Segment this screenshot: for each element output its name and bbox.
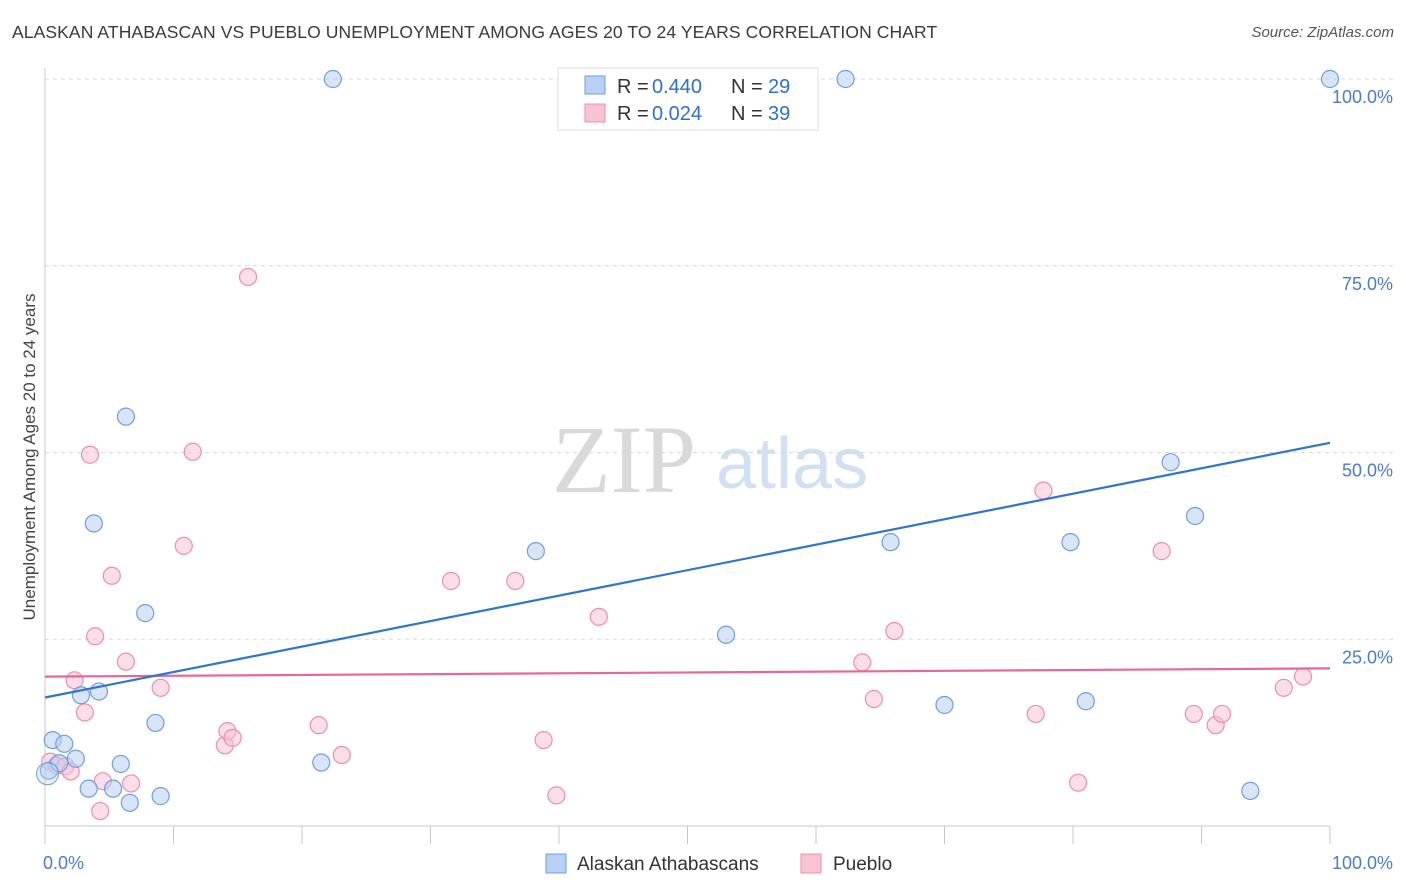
correlation-legend: R = 0.440 N = 29 R = 0.024 N = 39 [557, 67, 819, 131]
watermark-zip: ZIP [552, 406, 696, 513]
athabascan-point [1161, 453, 1180, 472]
pueblo-point [1152, 542, 1171, 561]
pueblo-point [332, 745, 351, 765]
y-tick-label: 50.0% [1342, 461, 1393, 481]
pueblo-point [1026, 704, 1045, 724]
pueblo-point [80, 445, 100, 464]
pueblo-point [1184, 704, 1203, 724]
pueblo-point [223, 728, 242, 747]
bottom-legend-swatch-pink [800, 853, 822, 874]
pueblo-point [885, 621, 904, 641]
athabascan-point [66, 749, 85, 768]
y-tick-label: 25.0% [1342, 647, 1393, 667]
legend-swatch-pink [584, 103, 606, 123]
athabascan-point [526, 542, 545, 561]
y-tick-label: 100.0% [1332, 87, 1393, 107]
pueblo-point [86, 627, 105, 646]
bottom-legend-label-pueblo: Pueblo [833, 854, 892, 875]
athabascan-point [935, 695, 954, 715]
pueblo-point [589, 607, 608, 626]
athabascan-point [1185, 506, 1205, 526]
athabascan-point [836, 69, 855, 89]
pueblo-point [506, 571, 525, 591]
athabascan-point [312, 753, 331, 772]
athabascan-point [1320, 69, 1340, 89]
x-tick-label: 100.0% [1332, 853, 1393, 873]
series-legend: Alaskan Athabascans Pueblo [545, 853, 892, 875]
athabascan-point [151, 787, 170, 806]
legend-r-value-pink: 0.024 [652, 103, 702, 125]
athabascan-point [120, 793, 139, 812]
y-tick-labels: 100.0% 75.0% 50.0% 25.0% [1332, 87, 1393, 667]
pueblo-point [1069, 773, 1088, 792]
gridlines [45, 78, 1395, 640]
legend-n-label-blue: N = [731, 76, 763, 98]
pueblo-point [1212, 704, 1232, 724]
y-axis-label: Unemployment Among Ages 20 to 24 years [20, 294, 39, 621]
bottom-legend-swatch-blue [545, 853, 567, 874]
pueblo-point [309, 716, 328, 735]
athabascan-point [55, 734, 74, 753]
athabascan-point [1076, 692, 1095, 711]
pueblo-point [441, 571, 461, 591]
pueblo-point [102, 566, 121, 585]
athabascan-point [881, 533, 900, 552]
legend-swatch-blue [584, 75, 606, 95]
pueblo-point [183, 442, 202, 461]
pueblo-point [121, 774, 141, 793]
athabascan-point [116, 407, 136, 426]
legend-n-value-pink: 39 [768, 103, 790, 125]
x-tick-labels: 0.0% 100.0% [43, 853, 1393, 873]
athabascan-point [1241, 781, 1260, 800]
pueblo-points [41, 267, 1313, 821]
pueblo-point [1293, 667, 1313, 686]
athabascan-point [84, 514, 103, 533]
athabascan-point [136, 604, 155, 623]
athabascan-trend-line [44, 441, 1331, 699]
athabascan-points [36, 69, 1340, 812]
legend-n-label-pink: N = [731, 103, 763, 125]
pueblo-point [238, 267, 258, 287]
pueblo-point [1034, 481, 1053, 500]
source-credit: Source: ZipAtlas.com [1251, 24, 1394, 41]
pueblo-point [547, 786, 566, 805]
athabascan-point [716, 625, 736, 644]
pueblo-point [174, 536, 193, 555]
pueblo-point [853, 653, 872, 672]
legend-r-label-pink: R = [617, 103, 649, 125]
legend-n-value-blue: 29 [768, 76, 790, 98]
trend-lines [44, 441, 1331, 699]
chart-title: ALASKAN ATHABASCAN VS PUEBLO UNEMPLOYMEN… [12, 22, 938, 42]
pueblo-point [91, 801, 110, 821]
legend-r-label-blue: R = [617, 76, 649, 98]
pueblo-point [151, 678, 170, 697]
x-ticks [44, 826, 1331, 844]
athabascan-point [1061, 533, 1080, 552]
athabascan-point [104, 779, 123, 798]
pueblo-point [75, 703, 94, 722]
athabascan-point [111, 754, 130, 774]
athabascan-point-cluster [36, 762, 60, 786]
athabascan-point [79, 779, 98, 798]
x-tick-label: 0.0% [43, 853, 84, 873]
y-tick-label: 75.0% [1342, 274, 1393, 294]
pueblo-trend-line [44, 667, 1331, 678]
bottom-legend-label-athabascans: Alaskan Athabascans [577, 854, 759, 875]
pueblo-point [116, 652, 136, 671]
athabascan-point [146, 713, 165, 733]
pueblo-point [1274, 678, 1293, 697]
pueblo-point [864, 689, 883, 709]
watermark-atlas: atlas [716, 424, 868, 504]
legend-r-value-blue: 0.440 [652, 76, 702, 98]
athabascan-point [323, 69, 342, 89]
pueblo-point [534, 730, 553, 750]
